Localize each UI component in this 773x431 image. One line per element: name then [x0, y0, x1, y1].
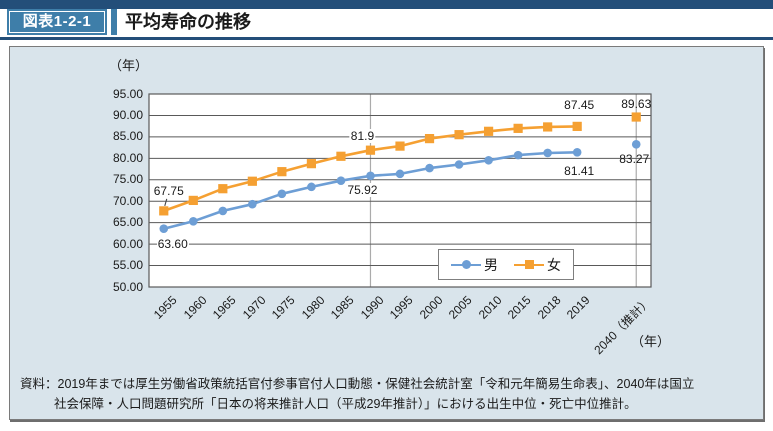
annotation-75.92: 75.92: [346, 182, 379, 197]
point-female-2005: [454, 130, 464, 140]
point-female-1990: [365, 145, 376, 155]
point-female-2015: [513, 123, 523, 133]
y-axis-unit-label: （年）: [109, 58, 149, 73]
point-female-1955: [159, 206, 169, 216]
header-top-rule: [0, 0, 773, 9]
annotation-67.75: 67.75: [152, 183, 185, 198]
annotation-81.9: 81.9: [349, 129, 376, 144]
point-male-2005: [454, 160, 464, 169]
point-male-2010: [484, 155, 493, 165]
legend-label-female: 女: [547, 256, 561, 273]
plot-border: [148, 93, 652, 288]
legend-label-male: 男: [484, 256, 498, 273]
point-male-2000: [425, 163, 434, 173]
point-female-2000: [424, 134, 435, 144]
chart-panel: （年） 95.00 90.00 85.00 80.00 75.00 70.00 65.00 6…: [9, 46, 764, 420]
figure-title: 平均寿命の推移: [125, 12, 251, 32]
point-female-1975: [277, 167, 287, 177]
point-female-2018: [543, 122, 553, 132]
header-bottom-rule: [0, 37, 773, 40]
point-male-1985: [336, 176, 346, 186]
point-male-2015: [513, 150, 523, 160]
point-female-2010: [483, 126, 494, 136]
figure-number-badge: 図表1-2-1: [7, 9, 107, 35]
badge-separator: [111, 9, 117, 35]
point-female-1985: [336, 151, 346, 161]
y-tick-label: 90.00: [112, 107, 143, 122]
y-tick-label: 80.00: [112, 150, 143, 165]
point-female-1995: [395, 141, 405, 151]
y-tick-label: 95.00: [112, 86, 143, 101]
annotation-63.60: 63.60: [156, 236, 189, 251]
y-tick-label: 70.00: [112, 193, 143, 208]
point-male-1955: [159, 224, 169, 233]
point-male-1980: [307, 182, 316, 192]
annotation-leader-line: [164, 198, 168, 207]
y-tick-label: 65.00: [112, 215, 143, 230]
annotation-87.45: 87.45: [563, 98, 596, 113]
point-male-1995: [395, 169, 405, 179]
point-male-1970: [248, 199, 257, 209]
annotation-81.41: 81.41: [563, 164, 596, 179]
y-tick-label: 85.00: [112, 129, 143, 144]
male-line-marker-icon: [451, 260, 481, 270]
point-male-2018: [543, 148, 552, 158]
y-tick-label: 55.00: [112, 258, 143, 273]
point-male-1965: [218, 206, 228, 216]
source-line-2: 社会保障・人口問題研究所「日本の将来推計人口（平成29年推計）」における出生中位…: [54, 397, 637, 411]
point-male-1960: [188, 216, 198, 226]
point-male-1975: [277, 189, 287, 199]
legend-item-female: 女: [514, 255, 561, 275]
y-tick-label: 75.00: [112, 172, 143, 187]
legend-item-male: 男: [451, 255, 498, 275]
annotation-83.27: 83.27: [619, 152, 650, 167]
x-axis-unit-label: （年）: [631, 334, 671, 349]
point-female-2019: [572, 121, 582, 131]
female-line-marker-icon: [514, 260, 544, 270]
source-note: 資料：2019年までは厚生労働省政策統括官付参事官付人口動態・保健社会統計室「令…: [20, 374, 694, 414]
point-female-2040（推計）: [631, 112, 641, 122]
point-male-2019: [572, 147, 582, 157]
y-tick-label: 60.00: [112, 236, 143, 251]
y-tick-label: 50.00: [112, 279, 143, 294]
point-male-2040（推計）: [631, 140, 641, 149]
header: 図表1-2-1 平均寿命の推移: [0, 9, 773, 36]
source-line-1: 資料：2019年までは厚生労働省政策統括官付参事官付人口動態・保健社会統計室「令…: [20, 377, 695, 391]
point-female-1970: [247, 176, 257, 186]
annotation-89.63: 89.63: [621, 97, 652, 112]
point-female-1965: [218, 184, 228, 194]
point-male-1990: [366, 171, 375, 181]
point-female-1960: [188, 195, 198, 206]
legend: 男 女: [438, 249, 574, 280]
point-female-1980: [306, 159, 317, 169]
